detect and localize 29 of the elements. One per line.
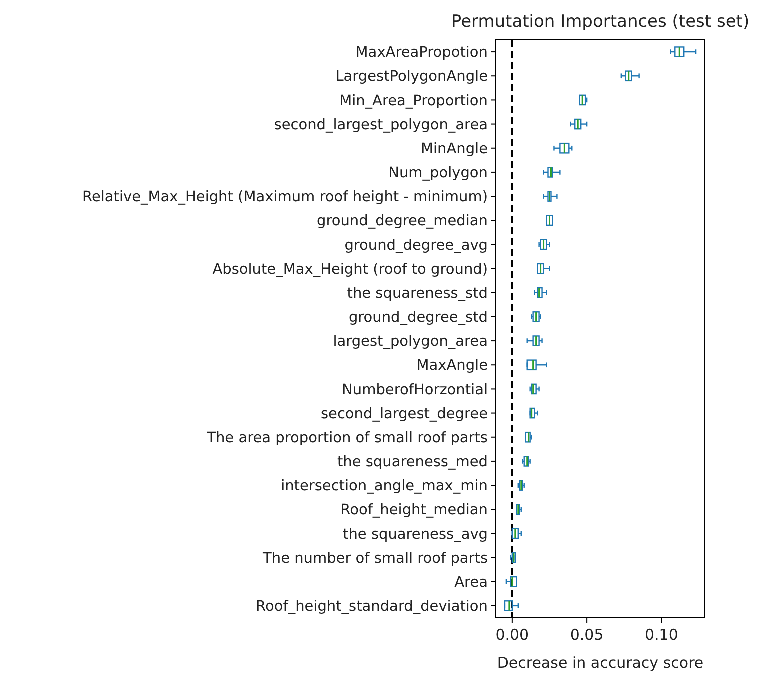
y-tick-label: The area proportion of small roof parts bbox=[206, 430, 488, 446]
y-tick-label: Area bbox=[454, 574, 488, 591]
y-tick-label: Relative_Max_Height (Maximum roof height - minimum) bbox=[82, 190, 488, 206]
x-tick-label: 0.05 bbox=[570, 626, 604, 644]
y-tick-label: ground_degree_median bbox=[317, 214, 488, 230]
y-tick-label: MinAngle bbox=[421, 141, 488, 158]
y-tick-label: The number of small roof parts bbox=[262, 550, 488, 567]
y-tick-label: LargestPolygonAngle bbox=[336, 69, 488, 86]
y-tick-label: the squareness_avg bbox=[343, 526, 488, 543]
y-tick-label: intersection_angle_max_min bbox=[281, 478, 488, 495]
y-tick-label: Min_Area_Proportion bbox=[340, 93, 488, 110]
y-tick-label: MaxAngle bbox=[416, 358, 488, 374]
y-tick-label: Roof_height_median bbox=[340, 502, 488, 519]
x-tick-label: 0.00 bbox=[496, 626, 530, 644]
y-tick-label: the squareness_med bbox=[337, 454, 488, 471]
y-tick-label: NumberofHorzontial bbox=[342, 382, 488, 398]
y-tick-label: ground_degree_std bbox=[348, 310, 488, 326]
y-tick-label: the squareness_std bbox=[347, 286, 488, 302]
y-tick-label: second_largest_polygon_area bbox=[274, 117, 488, 134]
y-tick-label: Absolute_Max_Height (roof to ground) bbox=[212, 262, 488, 278]
y-tick-label: Roof_height_standard_deviation bbox=[256, 599, 488, 616]
y-tick-label: second_largest_degree bbox=[320, 406, 488, 422]
x-tick-label: 0.10 bbox=[645, 626, 678, 644]
y-tick-label: MaxAreaPropotion bbox=[356, 45, 488, 62]
y-tick-label: Num_polygon bbox=[388, 166, 488, 182]
y-tick-label: ground_degree_avg bbox=[344, 238, 488, 254]
y-tick-label: largest_polygon_area bbox=[333, 334, 488, 350]
chart-title: Permutation Importances (test set) bbox=[451, 12, 750, 32]
x-axis-title: Decrease in accuracy score bbox=[497, 654, 704, 672]
